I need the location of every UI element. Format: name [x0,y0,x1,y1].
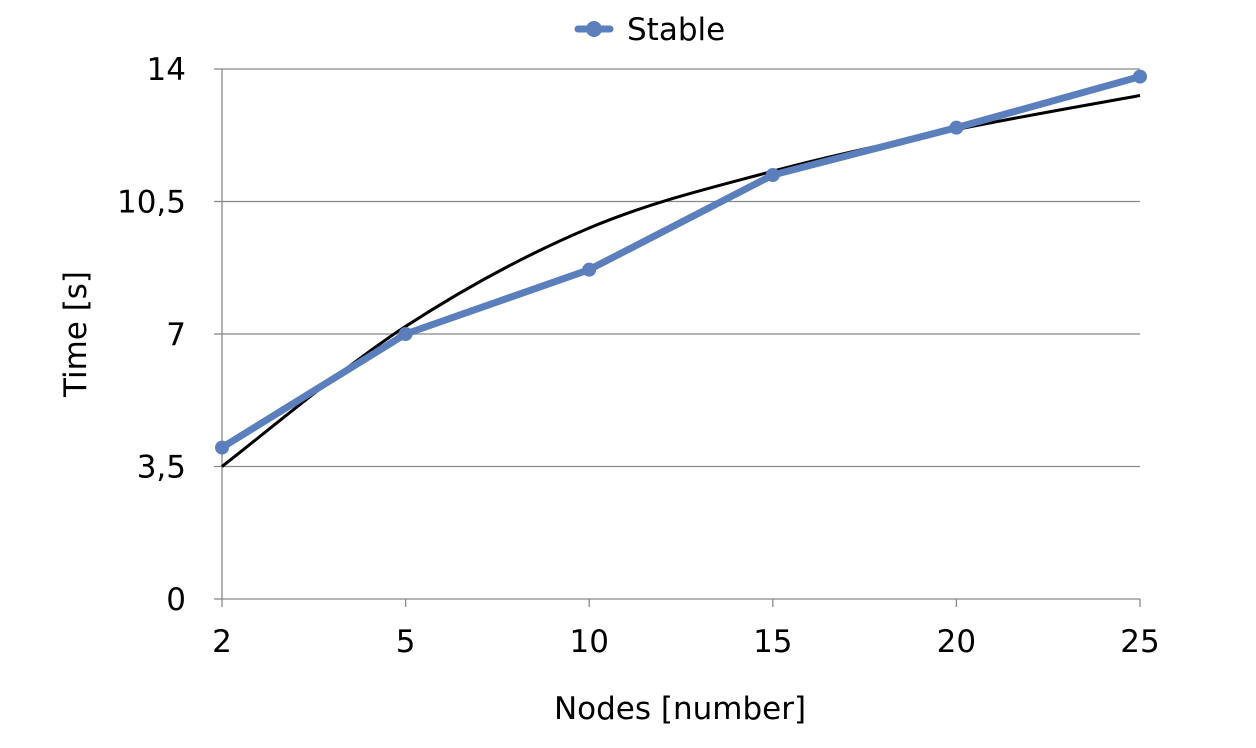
trendline [221,94,1141,468]
data-point-5 [398,327,413,341]
data-point-10 [582,262,597,277]
series-line-stable [218,73,1144,452]
y-tick-label-2: 7 [166,317,186,353]
legend: Stable [574,12,725,48]
x-tick-label-3: 15 [753,624,792,660]
data-point-2 [215,440,229,455]
x-tick-label-1: 5 [396,624,416,660]
y-tick-label-3: 10,5 [117,185,186,221]
trendline-layer [221,94,1141,468]
gridlines [222,68,1140,468]
y-tick-label-1: 3,5 [137,450,186,486]
y-axis-title: Time [s] [58,271,94,398]
x-tick-label-2: 10 [569,624,608,660]
y-tick-label-0: 0 [166,582,186,618]
series-layer [215,69,1147,455]
data-point-25 [1133,69,1147,84]
x-axis-title: Nodes [number] [554,691,806,727]
x-tick-label-5: 25 [1120,624,1159,660]
y-tick-label-4: 14 [147,52,186,88]
axes [214,68,1141,607]
x-tick-label-4: 20 [937,624,976,660]
x-tick-label-0: 2 [212,624,232,660]
legend-marker-icon [586,21,602,37]
data-point-20 [949,120,964,135]
data-point-15 [765,168,780,182]
legend-label-stable: Stable [627,12,725,48]
